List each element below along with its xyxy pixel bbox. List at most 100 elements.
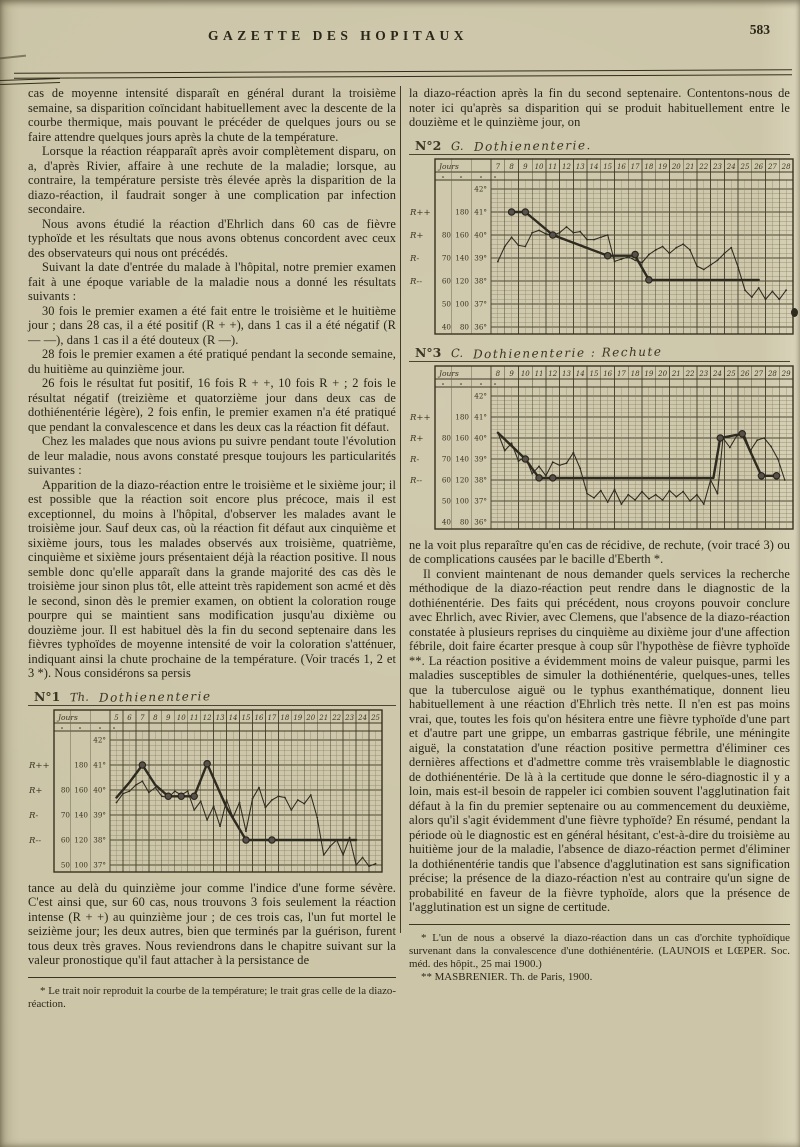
svg-text:60: 60 bbox=[442, 276, 452, 285]
svg-text:100: 100 bbox=[455, 299, 469, 308]
svg-text:9: 9 bbox=[509, 370, 514, 378]
chart-1-patient: Th. bbox=[70, 689, 90, 704]
svg-text:40: 40 bbox=[442, 322, 452, 331]
header-rule bbox=[13, 69, 793, 79]
svg-text:18: 18 bbox=[280, 714, 289, 722]
svg-text:7: 7 bbox=[140, 714, 145, 722]
svg-text:19: 19 bbox=[644, 370, 653, 378]
paragraph: Il convient maintenant de nous demander … bbox=[409, 566, 790, 915]
svg-text:39°: 39° bbox=[474, 454, 487, 463]
chart-3-plot: Jours 8 9 10 11 12 13 14 15 16 17 18 19 20 21 22 23 24 25 2… bbox=[409, 364, 794, 532]
svg-text:R++: R++ bbox=[409, 413, 431, 423]
paragraph: ne la voit plus reparaître qu'en cas de … bbox=[409, 537, 790, 567]
svg-text:17: 17 bbox=[631, 163, 640, 171]
right-column-text-top: la diazo-réaction après la fin du second… bbox=[409, 86, 790, 130]
svg-text:20: 20 bbox=[657, 370, 667, 378]
svg-text:40°: 40° bbox=[474, 230, 487, 239]
svg-text:R+: R+ bbox=[409, 434, 424, 444]
svg-text:15: 15 bbox=[603, 163, 612, 171]
paragraph: ** MASBRENIER. Th. de Paris, 1900. bbox=[421, 971, 593, 984]
svg-text:20: 20 bbox=[671, 163, 681, 171]
chart-3-label: Dothienenterie : Rechute bbox=[473, 344, 663, 361]
svg-text:25: 25 bbox=[726, 370, 736, 378]
svg-text:15: 15 bbox=[242, 714, 251, 722]
svg-text:140: 140 bbox=[455, 253, 469, 262]
svg-text:42°: 42° bbox=[474, 184, 487, 193]
svg-text:13: 13 bbox=[576, 163, 585, 171]
svg-text:19: 19 bbox=[658, 163, 667, 171]
svg-text:7: 7 bbox=[496, 163, 501, 171]
svg-text:21: 21 bbox=[671, 370, 681, 378]
svg-text:14: 14 bbox=[589, 163, 598, 171]
chart-3-patient: C. bbox=[451, 345, 464, 360]
chart-figure-1: N°1 Th. Dothienenterie Jours 5 6 7 8 9 10 11 12 1… bbox=[28, 689, 396, 875]
page-number: 583 bbox=[749, 22, 770, 37]
paragraph: 30 fois le premier examen a été fait ent… bbox=[28, 303, 396, 347]
svg-text:100: 100 bbox=[74, 860, 88, 869]
svg-text:50: 50 bbox=[442, 496, 452, 505]
svg-text:40°: 40° bbox=[93, 785, 106, 794]
svg-text:24: 24 bbox=[357, 714, 367, 722]
svg-text:16: 16 bbox=[603, 370, 612, 378]
svg-text:23: 23 bbox=[712, 163, 722, 171]
svg-text:18: 18 bbox=[644, 163, 653, 171]
svg-text:38°: 38° bbox=[474, 475, 487, 484]
svg-text:160: 160 bbox=[455, 230, 469, 239]
svg-text:25: 25 bbox=[370, 714, 380, 722]
right-column: la diazo-réaction après la fin du second… bbox=[401, 86, 794, 1011]
svg-text:13: 13 bbox=[562, 370, 571, 378]
svg-text:Jours: Jours bbox=[437, 369, 459, 378]
svg-text:140: 140 bbox=[74, 810, 88, 819]
svg-text:21: 21 bbox=[318, 714, 328, 722]
svg-text:22: 22 bbox=[685, 370, 695, 378]
svg-text:22: 22 bbox=[698, 163, 708, 171]
header-rule-fragment bbox=[0, 77, 61, 86]
paragraph: tance au delà du quinzième jour comme l'… bbox=[28, 880, 396, 968]
chart-3-number: N°3 bbox=[415, 344, 442, 360]
svg-text:22: 22 bbox=[331, 714, 341, 722]
svg-text:70: 70 bbox=[442, 454, 452, 463]
svg-text:R+: R+ bbox=[28, 786, 43, 796]
svg-text:80: 80 bbox=[61, 785, 71, 794]
chart-2-number: N°2 bbox=[415, 137, 442, 153]
svg-text:40°: 40° bbox=[474, 433, 487, 442]
paragraph: * Le trait noir reproduit la courbe de l… bbox=[28, 984, 396, 1010]
svg-text:180: 180 bbox=[455, 412, 469, 421]
paragraph: la diazo-réaction après la fin du second… bbox=[409, 86, 790, 129]
svg-text:37°: 37° bbox=[93, 860, 106, 869]
svg-text:27: 27 bbox=[753, 370, 763, 378]
svg-text:60: 60 bbox=[442, 475, 452, 484]
svg-text:17: 17 bbox=[617, 370, 626, 378]
svg-text:16: 16 bbox=[254, 714, 263, 722]
svg-text:80: 80 bbox=[442, 433, 452, 442]
svg-text:R+: R+ bbox=[409, 231, 424, 241]
svg-text:36°: 36° bbox=[474, 517, 487, 526]
svg-text:R++: R++ bbox=[28, 761, 50, 771]
svg-text:120: 120 bbox=[74, 835, 88, 844]
svg-text:R-: R- bbox=[28, 811, 38, 821]
svg-text:10: 10 bbox=[177, 714, 186, 722]
svg-text:37°: 37° bbox=[474, 299, 487, 308]
svg-text:Jours: Jours bbox=[56, 713, 78, 722]
svg-text:36°: 36° bbox=[474, 322, 487, 331]
svg-text:60: 60 bbox=[61, 835, 71, 844]
svg-text:180: 180 bbox=[455, 207, 469, 216]
right-column-text-bottom: ne la voit plus reparaître qu'en cas de … bbox=[409, 538, 790, 915]
svg-text:5: 5 bbox=[114, 714, 119, 722]
svg-text:80: 80 bbox=[460, 517, 470, 526]
column-divider bbox=[400, 86, 401, 933]
svg-text:16: 16 bbox=[617, 163, 626, 171]
paragraph: 28 fois le premier examen a été pratiqué… bbox=[28, 347, 396, 376]
svg-text:R-: R- bbox=[409, 254, 419, 264]
chart-figure-2: N°2 G. Dothienenterie. Jours 7 8 9 10 11 12 13 1… bbox=[409, 137, 794, 337]
svg-text:R--: R-- bbox=[409, 476, 422, 486]
two-column-layout: cas de moyenne intensité disparaît en gé… bbox=[28, 86, 794, 1011]
svg-text:11: 11 bbox=[190, 714, 199, 722]
chart-1-title: N°1 Th. Dothienenterie bbox=[28, 689, 396, 706]
svg-text:40: 40 bbox=[442, 517, 452, 526]
left-column-text-after-chart: tance au delà du quinzième jour comme l'… bbox=[28, 881, 396, 968]
left-footnote: * Le trait noir reproduit la courbe de l… bbox=[28, 985, 396, 1011]
svg-text:10: 10 bbox=[521, 370, 530, 378]
svg-text:41°: 41° bbox=[474, 207, 487, 216]
